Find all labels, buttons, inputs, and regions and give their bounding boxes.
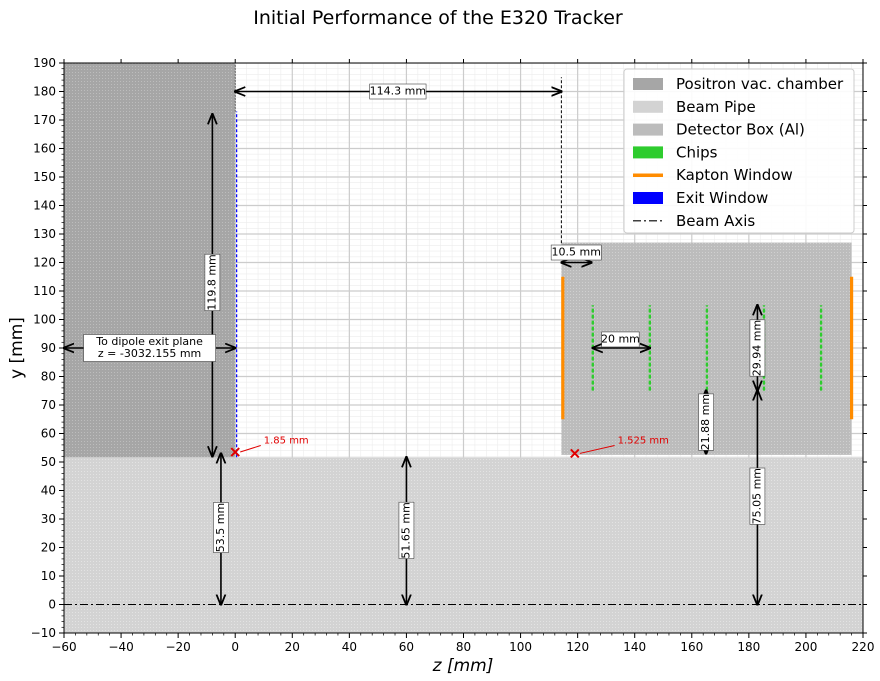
x-tick-label: −60 — [51, 640, 76, 654]
dimension-label-text: 51.65 mm — [399, 502, 412, 558]
y-tick-label: 140 — [33, 199, 56, 213]
y-tick-label: 70 — [41, 398, 56, 412]
dimension-label: 114.3 mm — [369, 83, 427, 100]
legend-entry: Exit Window — [676, 189, 768, 207]
dimension-label-text: 53.5 mm — [214, 503, 227, 552]
dimension-label: 75.05 mm — [749, 467, 766, 525]
marker-label: 1.85 mm — [264, 435, 309, 446]
marker-x — [230, 447, 240, 457]
y-tick-label: 100 — [33, 313, 56, 327]
legend-entry: Chips — [676, 143, 718, 161]
legend-entry: Detector Box (Al) — [676, 121, 805, 139]
marker-x — [570, 448, 580, 459]
x-tick-label: 120 — [566, 640, 589, 654]
legend-frame — [623, 68, 855, 234]
x-tick-label: 200 — [794, 640, 817, 654]
x-tick-label: 20 — [285, 640, 300, 654]
legend-swatch — [633, 146, 663, 159]
dimension-label: 20 mm — [601, 331, 640, 348]
y-tick-label: 170 — [33, 113, 56, 127]
x-axis-label: z [mm] — [432, 656, 494, 676]
y-tick-label: 10 — [41, 569, 56, 583]
dimension-label-text: 21.88 mm — [699, 394, 712, 450]
dimension-label: 51.65 mm — [398, 501, 415, 559]
marker-label: 1.525 mm — [618, 435, 669, 446]
dimension-label-box — [749, 319, 766, 377]
dimension-label-text: 20 mm — [601, 332, 640, 345]
dimension-label-box — [749, 467, 766, 525]
y-tick-label: 150 — [33, 170, 56, 184]
legend-entry: Beam Pipe — [676, 98, 756, 116]
dimension-label: 21.88 mm — [698, 393, 714, 451]
legend-swatch — [633, 192, 663, 204]
x-tick-label: 220 — [852, 640, 875, 654]
axis-ticks: −60 −40 −20 0 20 40 60 80 100 120 140 160 180 200 220−… — [31, 56, 875, 654]
x-tick-label: 60 — [399, 640, 414, 654]
annotations: 114.3 mm 10.5 mm 20 mm 119.8 mm 53.5 mm 51.65… — [64, 83, 766, 605]
legend-entry: Kapton Window — [676, 166, 793, 184]
y-tick-label: 190 — [33, 56, 56, 70]
x-tick-label: 100 — [509, 640, 532, 654]
region-beam-pipe — [64, 457, 863, 633]
marker-leader — [579, 444, 615, 454]
y-tick-label: 30 — [41, 512, 56, 526]
dimension-label-text: 114.3 mm — [370, 85, 426, 98]
y-tick-label: 160 — [33, 142, 56, 156]
x-tick-label: 0 — [231, 640, 239, 654]
y-tick-label: 180 — [33, 85, 56, 99]
dimension-label: 53.5 mm — [213, 502, 229, 553]
y-tick-label: 60 — [41, 427, 56, 441]
y-tick-label: 80 — [41, 370, 56, 384]
regions — [64, 63, 863, 633]
legend-entry: Positron vac. chamber — [676, 75, 844, 93]
x-tick-label: 160 — [680, 640, 703, 654]
dimension-label-box — [550, 244, 602, 261]
legend: Positron vac. chamber Beam Pipe Detector B… — [623, 68, 855, 234]
x-tick-label: −20 — [165, 640, 190, 654]
legend-entry: Beam Axis — [676, 212, 755, 230]
x-tick-label: 140 — [623, 640, 646, 654]
chart-title: Initial Performance of the E320 Tracker — [253, 7, 623, 29]
dimension-label-text: z = -3032.155 mm — [98, 347, 201, 360]
x-tick-label: 40 — [342, 640, 357, 654]
legend-swatch — [633, 123, 663, 136]
y-tick-label: −10 — [31, 626, 56, 640]
y-tick-label: 40 — [41, 484, 56, 498]
x-tick-label: 180 — [737, 640, 760, 654]
dimension-label-text: 10.5 mm — [552, 246, 601, 259]
y-tick-label: 120 — [33, 256, 56, 270]
dimension-label-text: 119.8 mm — [205, 254, 218, 310]
y-tick-label: 50 — [41, 455, 56, 469]
dimension-label-box — [698, 393, 714, 451]
marker-leader — [240, 444, 261, 453]
dimension-label: 10.5 mm — [550, 244, 602, 261]
dimension-label-text: 29.94 mm — [750, 320, 763, 376]
y-tick-label: 0 — [48, 598, 56, 612]
dimension-label-box — [398, 501, 415, 559]
x-tick-label: 80 — [456, 640, 471, 654]
y-tick-label: 90 — [41, 341, 56, 355]
dimension-label: 29.94 mm — [749, 319, 766, 377]
y-tick-label: 20 — [41, 541, 56, 555]
dimension-label-box — [369, 83, 427, 100]
legend-swatch — [633, 78, 663, 90]
y-tick-label: 110 — [33, 284, 56, 298]
dimension-label-box — [204, 253, 221, 311]
dimension-label-text: To dipole exit plane — [95, 335, 203, 348]
dimension-label-box — [83, 334, 216, 362]
dimension-label-box — [213, 502, 229, 553]
dimension-label-text: 75.05 mm — [750, 468, 763, 524]
x-tick-label: −40 — [108, 640, 133, 654]
y-axis-label: y [mm] — [7, 317, 27, 379]
dimension-label-box — [601, 331, 640, 348]
dimension-label: 119.8 mm — [204, 253, 221, 311]
y-tick-label: 130 — [33, 227, 56, 241]
legend-swatch — [633, 100, 663, 113]
